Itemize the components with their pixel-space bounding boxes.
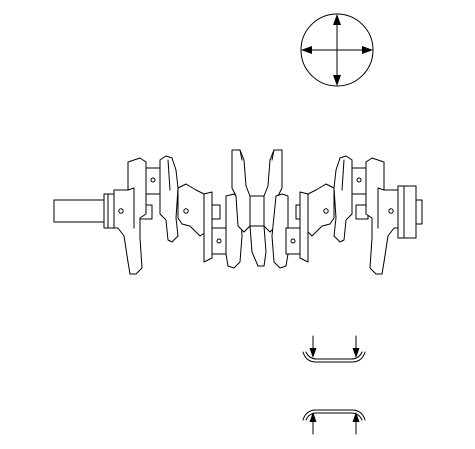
crankpin-1: [145, 167, 161, 195]
crankpin-2: [203, 191, 227, 263]
arrow-up-icon: [333, 14, 341, 25]
arrow-down-icon: [333, 75, 341, 86]
rear-flange: [397, 185, 423, 239]
crank-web-1: [113, 157, 147, 275]
oil-hole-icon: [150, 177, 156, 183]
oil-hole-icon: [290, 238, 296, 244]
arrow-up-icon: [309, 412, 317, 422]
front-snout: [53, 193, 115, 229]
bearing-shell-upper-icon: [302, 335, 366, 363]
crank-web-2: [159, 155, 179, 243]
arrow-down-icon: [352, 348, 360, 358]
oil-hole-icon: [388, 208, 394, 214]
crankpin-4: [351, 167, 367, 195]
oil-hole-icon: [183, 208, 189, 214]
arrow-right-icon: [362, 46, 373, 54]
crankshaft-drawing: [53, 149, 423, 275]
measurement-circle-icon: [300, 13, 374, 87]
arrow-left-icon: [301, 46, 312, 54]
arrow-up-icon: [352, 412, 360, 422]
center-lower-webs: [249, 225, 267, 267]
bearing-shell-lower-icon: [302, 409, 366, 435]
arrow-down-icon: [309, 348, 317, 358]
crank-web-6: [307, 183, 335, 237]
oil-hole-icon: [323, 208, 329, 214]
crank-web-5: [271, 193, 289, 269]
crank-web-7: [333, 155, 353, 243]
crank-web-8: [365, 157, 399, 275]
oil-hole-icon: [118, 208, 124, 214]
oil-hole-icon: [356, 177, 362, 183]
crankpin-3: [285, 191, 309, 263]
oil-hole-icon: [216, 238, 222, 244]
crank-web-3: [177, 183, 207, 237]
